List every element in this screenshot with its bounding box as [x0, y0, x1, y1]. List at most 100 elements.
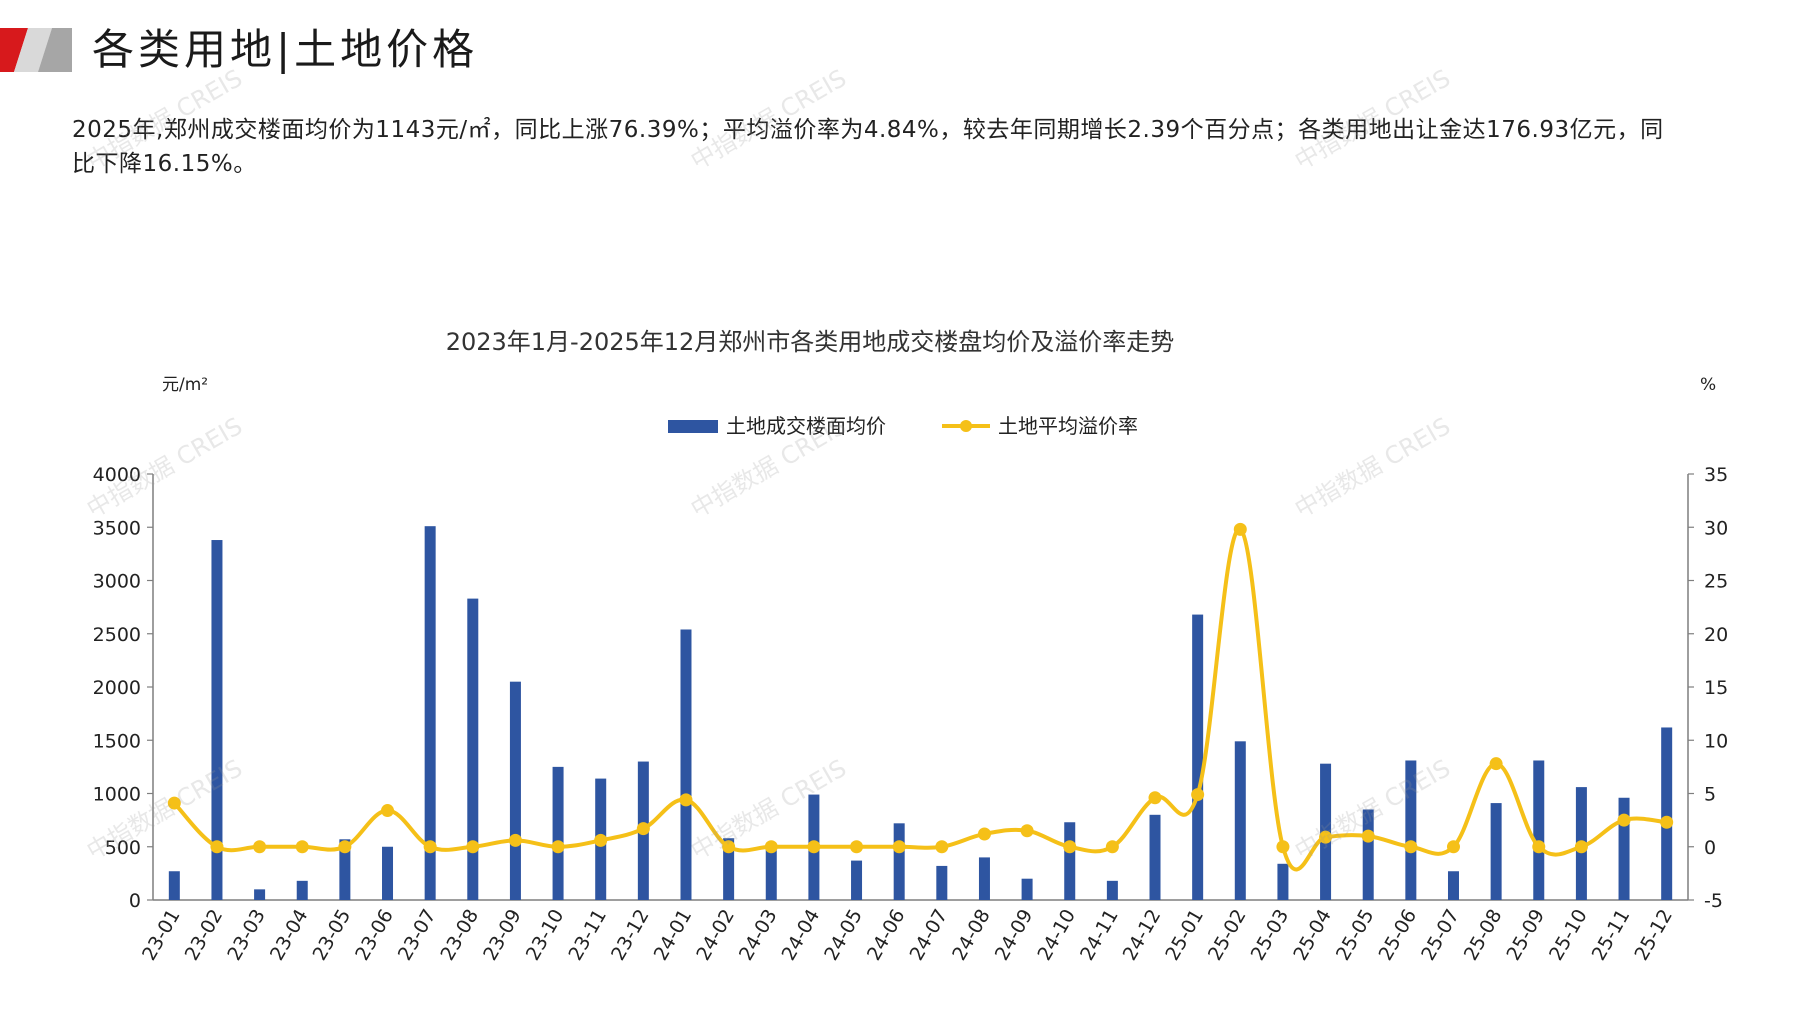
x-tick-label: 25-07 [1417, 906, 1464, 965]
bar [978, 857, 990, 900]
intro-text: 2025年,郑州成交楼面均价为1143元/㎡，同比上涨76.39%；平均溢价率为… [72, 117, 1664, 177]
bar [254, 889, 266, 900]
bar [1149, 814, 1161, 900]
bar [509, 681, 521, 900]
x-tick-label: 24-05 [820, 906, 867, 965]
bar [936, 865, 948, 900]
x-tick-label: 24-11 [1076, 906, 1123, 965]
y-left-tick-label: 0 [129, 890, 141, 912]
x-tick-label: 23-05 [309, 906, 356, 965]
line-point [1446, 840, 1460, 854]
axes: 0 500 1000 1500 2000 2500 3000 3500 4000 -5 0 5 10 15… [93, 464, 1729, 912]
bar [467, 598, 479, 900]
x-tick-label: 25-11 [1588, 906, 1635, 965]
x-tick-label: 24-01 [650, 906, 697, 965]
line-point [1489, 757, 1503, 771]
line-point [1361, 829, 1375, 843]
line-point [1574, 840, 1588, 854]
x-tick-label: 25-09 [1502, 906, 1549, 965]
line-point [722, 840, 736, 854]
x-tick-label: 23-04 [266, 906, 313, 965]
line-point [1233, 522, 1247, 536]
y-right-tick-label: 15 [1704, 677, 1728, 699]
line-point [1532, 840, 1546, 854]
y-left-tick-label: 1500 [93, 730, 141, 752]
bar [296, 880, 308, 900]
x-tick-label: 25-02 [1204, 906, 1251, 965]
line-point [1617, 813, 1631, 827]
line-point [1148, 791, 1162, 805]
legend: 土地成交楼面均价 土地平均溢价率 [668, 414, 1138, 438]
y-right-tick-label: 30 [1704, 517, 1728, 539]
x-tick-label: 23-02 [181, 906, 228, 965]
line-point [210, 840, 224, 854]
line-point [466, 840, 480, 854]
line-point [636, 822, 650, 836]
x-tick-label: 24-07 [905, 906, 952, 965]
x-tick-label: 24-12 [1119, 906, 1166, 965]
brand-logo [0, 28, 72, 72]
bar [1405, 760, 1417, 900]
bar [1064, 822, 1076, 900]
bar [168, 871, 180, 900]
y-left-tick-label: 3500 [93, 517, 141, 539]
line-point [1020, 824, 1034, 838]
bar [1618, 797, 1630, 900]
x-tick-label: 23-11 [564, 906, 611, 965]
line-point [594, 833, 608, 847]
price-premium-chart: 2023年1月-2025年12月郑州市各类用地成交楼盘均价及溢价率走势 元/m²… [93, 328, 1729, 965]
premium-line [172, 527, 1667, 872]
line-point [551, 840, 565, 854]
line-point [338, 840, 352, 854]
y-left-tick-label: 2000 [93, 677, 141, 699]
bar [1234, 741, 1246, 900]
x-tick-label: 25-06 [1375, 906, 1422, 965]
legend-bar-label: 土地成交楼面均价 [726, 414, 886, 438]
x-tick-label: 24-10 [1033, 906, 1080, 965]
bar [851, 860, 863, 900]
bar [211, 540, 223, 900]
y-left-unit: 元/m² [162, 375, 208, 395]
x-tick-label: 23-09 [479, 906, 526, 965]
bar [765, 848, 777, 900]
line-point [295, 840, 309, 854]
x-tick-label: 25-12 [1630, 906, 1677, 965]
x-tick-label: 24-03 [735, 906, 782, 965]
line-point [423, 840, 437, 854]
line-point [1404, 840, 1418, 854]
x-tick-label: 23-10 [522, 906, 569, 965]
line-point [1319, 830, 1333, 844]
bar [339, 839, 351, 900]
y-right-tick-label: 0 [1704, 837, 1716, 859]
line-point [1105, 840, 1119, 854]
line-point [935, 840, 949, 854]
y-left-tick-label: 500 [105, 837, 141, 859]
x-tick-label: 25-10 [1545, 906, 1592, 965]
x-tick-label: 23-07 [394, 906, 441, 965]
line-point [1191, 788, 1205, 802]
bar-series [168, 526, 1673, 900]
x-tick-label: 25-08 [1460, 906, 1507, 965]
line-point [892, 840, 906, 854]
y-right-tick-label: 35 [1704, 464, 1728, 486]
y-right-tick-label: 20 [1704, 624, 1728, 646]
line-point [381, 804, 395, 818]
line-point [167, 796, 181, 810]
line-point [1660, 815, 1674, 829]
line-point [679, 793, 693, 807]
y-left-tick-label: 4000 [93, 464, 141, 486]
y-right-unit: % [1700, 375, 1716, 395]
x-tick-label: 23-01 [138, 906, 185, 965]
y-right-tick-label: 5 [1704, 784, 1716, 806]
x-tick-label: 24-09 [991, 906, 1038, 965]
x-tick-label: 25-04 [1289, 906, 1336, 965]
page-title: 各类用地|土地价格 [92, 25, 479, 74]
bar [1533, 760, 1545, 900]
x-tick-label: 24-02 [692, 906, 739, 965]
bar [1490, 803, 1502, 900]
legend-line-marker [960, 420, 972, 432]
bar [382, 846, 394, 900]
bar [1447, 871, 1459, 900]
y-left-tick-label: 3000 [93, 571, 141, 593]
chart-container: 2023年1月-2025年12月郑州市各类用地成交楼盘均价及溢价率走势 元/m²… [0, 300, 1797, 1000]
